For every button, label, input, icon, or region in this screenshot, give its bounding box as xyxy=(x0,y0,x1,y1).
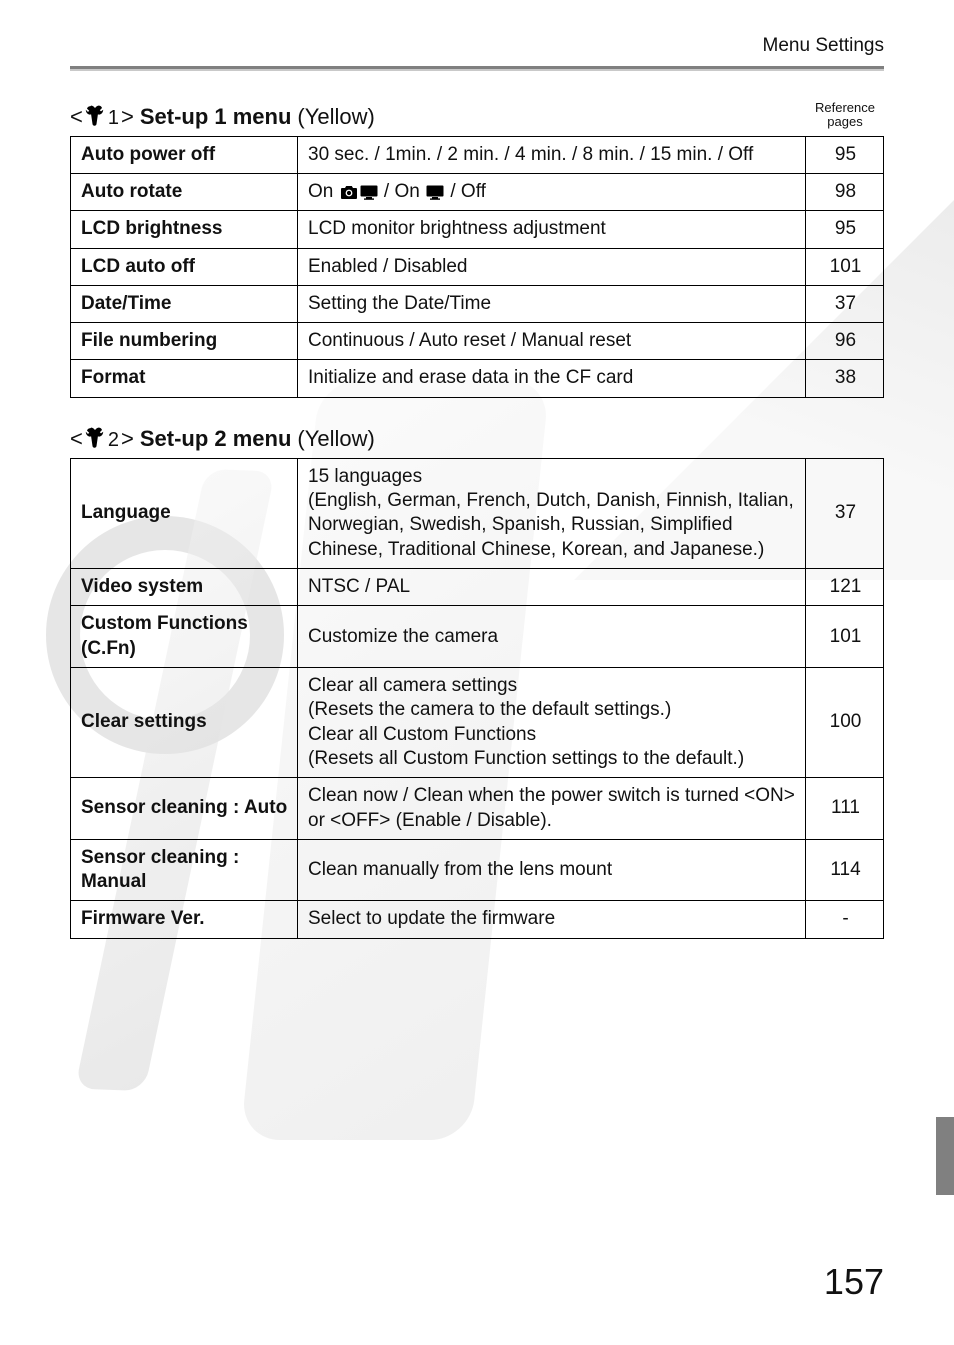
table-row: Date/TimeSetting the Date/Time37 xyxy=(71,285,884,322)
setting-description: Clean manually from the lens mount xyxy=(298,839,806,901)
reference-page: - xyxy=(806,901,884,938)
tools-icon xyxy=(85,104,105,126)
menu-name: Set-up 1 menu xyxy=(140,104,292,130)
reference-page: 37 xyxy=(806,285,884,322)
setting-description: On / On / Off xyxy=(298,173,806,210)
setting-label: Video system xyxy=(71,569,298,606)
reference-page: 121 xyxy=(806,569,884,606)
setting-label: Sensor cleaning : Auto xyxy=(71,778,298,840)
table-row: Sensor cleaning : AutoClean now / Clean … xyxy=(71,778,884,840)
table-row: Custom Functions (C.Fn)Customize the cam… xyxy=(71,606,884,668)
setting-label: LCD auto off xyxy=(71,248,298,285)
section-title: <1>Set-up 1 menu(Yellow) xyxy=(70,102,375,130)
table-row: File numberingContinuous / Auto reset / … xyxy=(71,323,884,360)
side-tab xyxy=(936,1117,954,1195)
reference-page: 100 xyxy=(806,667,884,777)
settings-table: Auto power off30 sec. / 1min. / 2 min. /… xyxy=(70,136,884,398)
setting-description: Clean now / Clean when the power switch … xyxy=(298,778,806,840)
reference-page: 95 xyxy=(806,211,884,248)
reference-page: 98 xyxy=(806,173,884,210)
reference-pages-label: Referencepages xyxy=(806,101,884,130)
setting-description: Customize the camera xyxy=(298,606,806,668)
reference-page: 95 xyxy=(806,136,884,173)
camera-icon xyxy=(339,181,359,202)
setting-description: Clear all camera settings(Resets the cam… xyxy=(298,667,806,777)
menu-color: (Yellow) xyxy=(297,104,374,130)
table-row: LCD brightnessLCD monitor brightness adj… xyxy=(71,211,884,248)
setting-description: Continuous / Auto reset / Manual reset xyxy=(298,323,806,360)
menu-index: 2 xyxy=(108,429,119,452)
setting-description: 15 languages(English, German, French, Du… xyxy=(298,458,806,568)
page-number: 157 xyxy=(824,1261,884,1303)
table-row: Language15 languages(English, German, Fr… xyxy=(71,458,884,568)
section-title-row: <2>Set-up 2 menu(Yellow) xyxy=(70,424,884,452)
menu-name: Set-up 2 menu xyxy=(140,426,292,452)
setting-label: Custom Functions (C.Fn) xyxy=(71,606,298,668)
setting-label: Format xyxy=(71,360,298,397)
table-row: Clear settingsClear all camera settings(… xyxy=(71,667,884,777)
reference-page: 114 xyxy=(806,839,884,901)
menu-color: (Yellow) xyxy=(297,426,374,452)
table-row: Video systemNTSC / PAL121 xyxy=(71,569,884,606)
tools-icon xyxy=(85,426,105,448)
reference-page: 101 xyxy=(806,248,884,285)
setting-label: Clear settings xyxy=(71,667,298,777)
setting-label: Auto power off xyxy=(71,136,298,173)
setting-description: Enabled / Disabled xyxy=(298,248,806,285)
breadcrumb: Menu Settings xyxy=(70,35,884,57)
section-title: <2>Set-up 2 menu(Yellow) xyxy=(70,424,375,452)
setting-label: Auto rotate xyxy=(71,173,298,210)
menu-index: 1 xyxy=(108,107,119,130)
table-row: FormatInitialize and erase data in the C… xyxy=(71,360,884,397)
setting-label: File numbering xyxy=(71,323,298,360)
settings-table: Language15 languages(English, German, Fr… xyxy=(70,458,884,939)
table-row: Sensor cleaning : ManualClean manually f… xyxy=(71,839,884,901)
setting-label: Firmware Ver. xyxy=(71,901,298,938)
setting-description: Select to update the firmware xyxy=(298,901,806,938)
monitor-icon xyxy=(359,181,379,202)
reference-page: 38 xyxy=(806,360,884,397)
reference-page: 111 xyxy=(806,778,884,840)
table-row: LCD auto offEnabled / Disabled101 xyxy=(71,248,884,285)
setting-description: NTSC / PAL xyxy=(298,569,806,606)
setting-label: Date/Time xyxy=(71,285,298,322)
reference-page: 96 xyxy=(806,323,884,360)
reference-page: 37 xyxy=(806,458,884,568)
page: Menu Settings <1>Set-up 1 menu(Yellow) Re… xyxy=(0,0,954,1345)
table-row: Auto power off30 sec. / 1min. / 2 min. /… xyxy=(71,136,884,173)
setting-label: LCD brightness xyxy=(71,211,298,248)
section-title-row: <1>Set-up 1 menu(Yellow) Referencepages xyxy=(70,101,884,130)
setting-label: Language xyxy=(71,458,298,568)
setting-label: Sensor cleaning : Manual xyxy=(71,839,298,901)
table-row: Auto rotateOn / On / Off98 xyxy=(71,173,884,210)
setting-description: Setting the Date/Time xyxy=(298,285,806,322)
setting-description: Initialize and erase data in the CF card xyxy=(298,360,806,397)
setting-description: 30 sec. / 1min. / 2 min. / 4 min. / 8 mi… xyxy=(298,136,806,173)
reference-page: 101 xyxy=(806,606,884,668)
monitor-icon xyxy=(425,181,445,202)
setting-description: LCD monitor brightness adjustment xyxy=(298,211,806,248)
table-row: Firmware Ver.Select to update the firmwa… xyxy=(71,901,884,938)
